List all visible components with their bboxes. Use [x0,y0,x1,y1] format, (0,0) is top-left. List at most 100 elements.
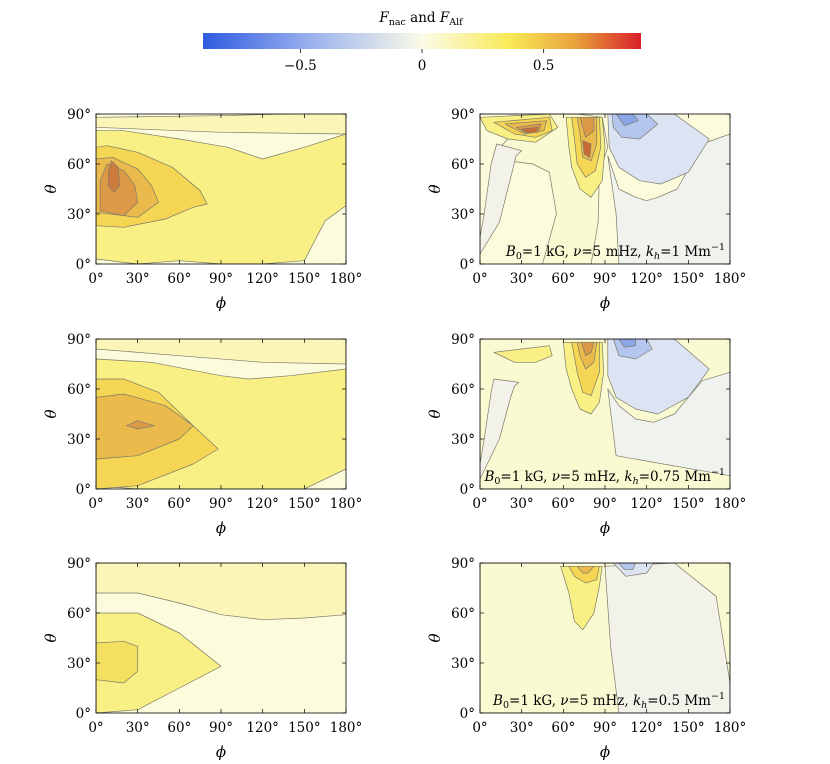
y-tick-label: 30° [67,432,91,448]
y-tick-label: 90° [451,556,475,572]
annotation-part: ν [552,469,560,485]
y-axis-label: θ [426,633,444,642]
contour-level [480,378,520,480]
x-tick-label: 150° [288,720,321,736]
contour-level [618,339,636,348]
annotation-part: k [646,244,654,260]
contour-level [96,640,139,684]
contour-level [615,114,639,127]
x-tick-label: 90° [209,496,233,512]
parameter-annotation: B0=1 kG, ν=5 mHz, kh=0.75 Mm−1 [483,467,725,487]
y-tick-label: 30° [67,656,91,672]
x-tick-label: 60° [167,720,191,736]
x-tick-label: 120° [246,496,279,512]
y-tick-label: 90° [67,556,91,572]
y-tick-label: 0° [76,482,91,498]
x-tick-label: 180° [714,496,747,512]
contour-group [96,339,346,489]
x-axis-label: ϕ [600,743,610,761]
contour-level [568,565,600,584]
annotation-part: −1 [711,242,725,253]
colorbar-tick-label: −0.5 [284,58,317,74]
panel-fnac-row3: 0° 30° 60° 90° 120° 150° 180° 0° 30° 60° 90° ϕ θ [42,556,362,761]
annotation-part: =5 mHz, [581,244,645,260]
contour-level [493,345,553,363]
colorbar-title-var1: F [378,10,389,26]
contour-level [126,420,155,430]
x-tick-label: 180° [330,720,363,736]
colorbar-title: Fnac and FAlf [378,10,464,28]
contour-level [581,341,595,357]
x-tick-label: 60° [551,496,575,512]
y-tick-label: 90° [67,107,91,123]
colorbar-title-var2: F [439,10,450,26]
y-tick-label: 90° [451,107,475,123]
contour-level [618,563,636,571]
contour-level [582,140,592,158]
parameter-annotation: B0=1 kG, ν=5 mHz, kh=0.5 Mm−1 [492,691,725,711]
x-tick-label: 180° [330,496,363,512]
x-tick-label: 120° [630,720,663,736]
annotation-part: B [505,244,516,260]
x-tick-label: 0° [88,271,103,287]
panel-fnac-row1: 0° 30° 60° 90° 120° 150° 180° 0° 30° 60° 90° ϕ θ [42,107,362,312]
annotation-part: 0 [494,476,500,487]
x-tick-label: 30° [126,496,150,512]
colorbar-title-sub1: nac [389,17,406,28]
annotation-part: =1 kG, [509,693,560,709]
x-tick-label: 0° [472,720,487,736]
x-axis-label: ϕ [600,294,610,312]
x-tick-label: 90° [209,720,233,736]
x-tick-label: 30° [126,271,150,287]
contour-group [96,563,346,713]
y-tick-label: 0° [460,257,475,273]
contour-group [480,339,730,489]
y-tick-label: 30° [451,207,475,223]
annotation-part: −1 [711,467,725,478]
y-tick-label: 60° [451,606,475,622]
x-tick-label: 60° [167,496,191,512]
y-tick-label: 90° [451,332,475,348]
x-tick-label: 120° [630,496,663,512]
panel-falf-row2: 0° 30° 60° 90° 120° 150° 180° 0° 30° 60° 90° ϕ θ B0=1… [426,332,746,537]
x-tick-label: 60° [167,271,191,287]
x-tick-label: 30° [510,271,534,287]
contour-level [108,160,120,193]
y-tick-label: 60° [451,157,475,173]
y-axis-label: θ [426,409,444,418]
contour-level [607,133,730,264]
y-tick-label: 60° [67,606,91,622]
annotation-part: 0 [516,251,522,262]
y-tick-label: 60° [67,382,91,398]
x-tick-label: 150° [672,720,705,736]
x-tick-label: 60° [551,271,575,287]
contour-level [560,565,603,631]
x-tick-label: 180° [714,720,747,736]
x-tick-label: 180° [330,271,363,287]
x-tick-label: 150° [672,271,705,287]
annotation-part: ν [560,693,568,709]
contour-level [576,565,595,574]
y-tick-label: 30° [451,656,475,672]
colorbar: Fnac and FAlf −0.5 0 0.5 [203,10,641,74]
x-tick-label: 90° [593,720,617,736]
colorbar-tick-label: 0 [418,58,427,74]
y-tick-label: 60° [451,382,475,398]
annotation-part: h [633,476,639,487]
parameter-annotation: B0=1 kG, ν=5 mHz, kh=1 Mm−1 [505,242,725,262]
x-tick-label: 150° [288,496,321,512]
x-axis-label: ϕ [216,294,226,312]
y-axis-label: θ [42,633,60,642]
x-tick-label: 90° [593,496,617,512]
y-axis-label: θ [426,184,444,193]
colorbar-ticks: −0.5 0 0.5 [284,49,554,74]
annotation-part: =1 kG, [522,244,573,260]
contour-level [96,339,346,365]
annotation-part: ν [573,244,581,260]
x-axis-label: ϕ [216,519,226,537]
annotation-part: −1 [711,691,725,702]
x-tick-label: 0° [472,496,487,512]
annotation-part: B [483,469,494,485]
x-tick-label: 0° [472,271,487,287]
